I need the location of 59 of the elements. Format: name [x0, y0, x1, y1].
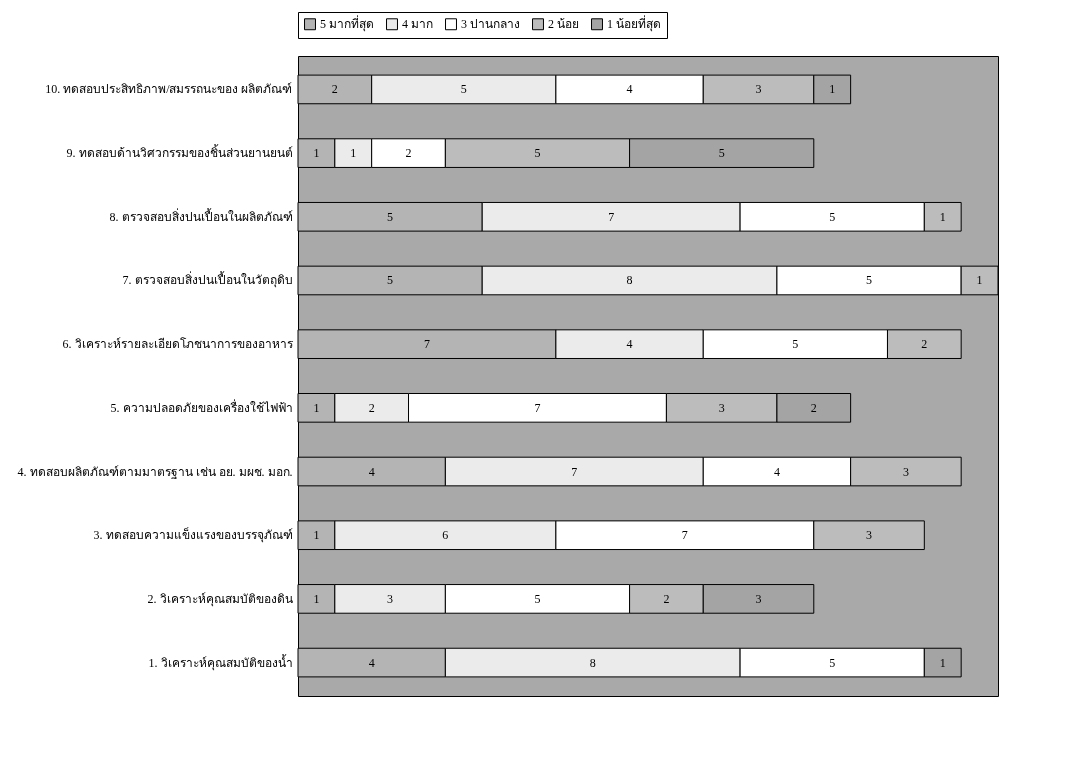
data-label: 3 [718, 400, 725, 415]
data-label: 3 [755, 591, 762, 606]
data-label: 3 [866, 528, 873, 543]
y-tick-label: 3. ทดสอบความแข็งแรงของบรรจุภัณฑ์ [93, 527, 293, 544]
data-label: 2 [331, 82, 338, 97]
data-label: 5 [866, 273, 873, 288]
data-label: 5 [387, 273, 394, 288]
y-tick-label: 5. ความปลอดภัยของเครื่องใช้ไฟฟ้า [110, 398, 293, 415]
data-label: 4 [773, 464, 780, 479]
data-label: 1 [976, 273, 983, 288]
data-label: 4 [626, 337, 633, 352]
y-tick-label: 8. ตรวจสอบสิ่งปนเปื้อนในผลิตภัณฑ์ [109, 207, 293, 224]
data-label: 2 [663, 591, 670, 606]
legend-label: 4 มาก [402, 17, 433, 32]
data-label: 7 [423, 337, 430, 352]
data-label: 3 [387, 591, 394, 606]
data-label: 2 [810, 400, 817, 415]
data-label: 2 [921, 337, 928, 352]
data-label: 4 [368, 464, 375, 479]
data-label: 1 [939, 209, 946, 224]
y-tick-label: 1. วิเคราะห์คุณสมบัติของน้ำ [148, 653, 293, 671]
legend-label: 1 น้อยที่สุด [607, 15, 661, 33]
data-label: 1 [939, 655, 946, 670]
data-label: 1 [313, 400, 320, 415]
y-tick-label: 9. ทดสอบด้านวิศวกรรมของชิ้นส่วนยานยนต์ [66, 144, 293, 161]
data-label: 6 [442, 528, 449, 543]
data-label: 4 [368, 655, 375, 670]
data-label: 5 [829, 209, 836, 224]
data-label: 5 [534, 591, 541, 606]
data-label: 5 [718, 146, 725, 161]
data-label: 8 [589, 655, 596, 670]
data-label: 5 [792, 337, 799, 352]
data-label: 7 [608, 209, 615, 224]
legend-label: 5 มากที่สุด [320, 15, 374, 33]
data-label: 5 [829, 655, 836, 670]
data-label: 2 [405, 146, 412, 161]
data-label: 3 [755, 82, 762, 97]
legend-label: 3 ปานกลาง [461, 17, 520, 32]
data-label: 1 [829, 82, 836, 97]
y-tick-label: 2. วิเคราะห์คุณสมบัติของดิน [147, 591, 293, 607]
data-label: 5 [460, 82, 467, 97]
data-label: 2 [368, 400, 375, 415]
y-tick-label: 4. ทดสอบผลิตภัณฑ์ตามมาตรฐาน เช่น อย. มผช. มอก. [17, 464, 293, 479]
y-tick-label: 7. ตรวจสอบสิ่งปนเปื้อนในวัตถุดิบ [122, 271, 293, 289]
data-label: 5 [387, 209, 394, 224]
data-label: 7 [681, 528, 688, 543]
data-label: 8 [626, 273, 633, 288]
y-tick-label: 6. วิเคราะห์รายละเอียดโภชนาการของอาหาร [62, 337, 294, 352]
data-label: 1 [313, 591, 320, 606]
y-tick-label: 10. ทดสอบประสิทธิภาพ/สมรรถนะของ ผลิตภัณฑ์ [45, 82, 293, 97]
data-label: 7 [534, 400, 541, 415]
data-label: 1 [350, 146, 357, 161]
data-label: 1 [313, 528, 320, 543]
data-label: 3 [902, 464, 909, 479]
data-label: 5 [534, 146, 541, 161]
data-label: 1 [313, 146, 320, 161]
data-label: 4 [626, 82, 633, 97]
data-label: 7 [571, 464, 578, 479]
legend-label: 2 น้อย [548, 17, 579, 32]
